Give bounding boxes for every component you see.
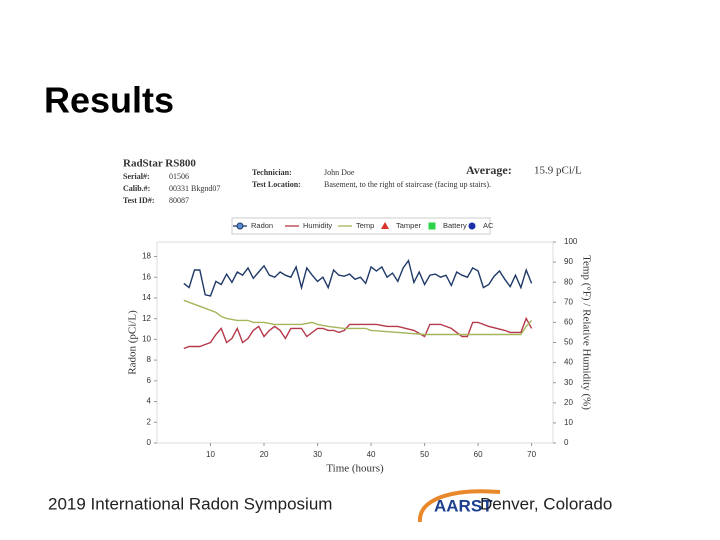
legend-label: Humidity [303,221,332,230]
legend-label: Tamper [396,221,422,230]
y2-tick-label: 50 [564,338,573,347]
series-line [183,316,533,350]
legend-label: Radon [251,221,273,230]
y-tick-label: 18 [142,252,151,261]
x-axis-label: Time (hours) [326,463,384,475]
location-label: Test Location: [252,180,301,189]
y2-tick-label: 10 [564,418,573,427]
y-tick-label: 4 [147,397,152,406]
y-tick-label: 6 [147,376,152,385]
plot-frame [156,241,554,444]
field-label: Calib.#: [123,184,150,193]
y2-tick-label: 40 [564,358,573,367]
y2-tick-label: 90 [564,257,573,266]
legend-label: AC [483,221,494,230]
y2-axis-label: Temp (°F) / Relative Humidity (%) [580,255,592,410]
legend-marker [428,222,436,230]
y-tick-label: 16 [142,272,151,281]
y2-tick-label: 30 [564,378,573,387]
y-axis-label: Radon (pCi/L) [127,310,139,375]
field-label: Serial#: [123,172,150,181]
footer-left: 2019 International Radon Symposium [48,494,332,513]
location: Basement, to the right of staircase (fac… [324,180,491,189]
y2-tick-label: 70 [564,297,573,306]
series-line [183,258,533,297]
logo: AARST [434,496,493,515]
y2-tick-label: 60 [564,318,573,327]
y-tick-label: 8 [147,355,152,364]
x-tick-label: 40 [367,450,376,459]
x-tick-label: 70 [527,450,536,459]
x-tick-label: 20 [260,450,269,459]
y2-tick-label: 20 [564,398,573,407]
x-tick-label: 50 [420,450,429,459]
average: 15.9 pCi/L [534,165,582,177]
slide-title: Results [44,80,174,121]
field-value: 00331 Bkgnd07 [169,184,220,193]
device-name: RadStar RS800 [123,158,196,170]
logo-swoosh [417,489,501,523]
y-tick-label: 14 [142,293,151,302]
x-tick-label: 30 [313,450,322,459]
y2-tick-label: 80 [564,277,573,286]
field-value: 01506 [169,172,189,181]
y2-tick-label: 0 [564,438,569,447]
average-label: Average: [466,163,512,177]
y-tick-label: 12 [142,314,151,323]
y-tick-label: 2 [147,417,152,426]
field-value: 80087 [169,196,189,205]
footer-right: Denver, Colorado [480,494,612,513]
x-tick-label: 10 [206,450,215,459]
x-tick-label: 60 [474,450,483,459]
series-line [183,299,533,336]
y2-tick-label: 100 [564,237,578,246]
y-tick-label: 10 [142,335,151,344]
y-tick-label: 0 [147,438,152,447]
field-label: Test ID#: [123,196,154,205]
legend-marker [236,222,244,230]
legend-label: Temp [356,221,374,230]
legend-box [231,217,491,235]
legend-marker [468,222,476,230]
legend-label: Battery [443,221,467,230]
legend-marker [381,222,389,229]
technician-label: Technician: [252,168,292,177]
technician: John Doe [324,168,355,177]
